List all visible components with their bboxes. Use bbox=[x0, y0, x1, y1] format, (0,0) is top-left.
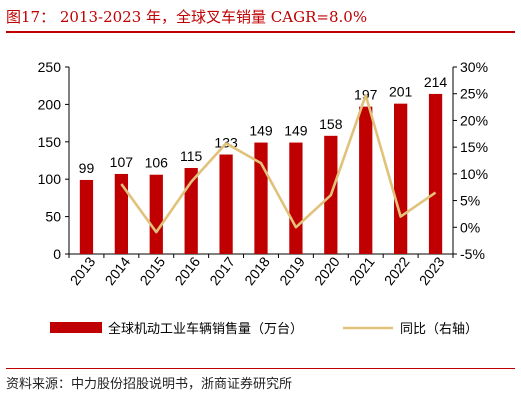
legend-line-label: 同比（右轴） bbox=[400, 321, 478, 336]
x-axis-tick-label: 2016 bbox=[171, 254, 203, 289]
title-divider bbox=[6, 31, 515, 33]
x-axis-tick-label: 2023 bbox=[416, 254, 448, 289]
legend-bar-swatch bbox=[50, 322, 102, 333]
bar bbox=[359, 106, 373, 254]
bar bbox=[149, 174, 163, 254]
x-axis-tick-label: 2014 bbox=[102, 254, 134, 289]
bar bbox=[219, 154, 233, 254]
bar bbox=[114, 173, 128, 254]
bar-value-label: 149 bbox=[284, 123, 308, 139]
bar bbox=[428, 93, 443, 254]
left-axis-tick-label: 50 bbox=[45, 209, 61, 225]
bar-value-label: 201 bbox=[389, 84, 413, 100]
bar-value-label: 115 bbox=[180, 148, 203, 164]
bar-value-label: 214 bbox=[424, 74, 448, 90]
bar bbox=[184, 167, 198, 254]
x-axis-tick-label: 2021 bbox=[346, 254, 378, 289]
x-axis-tick-label: 2018 bbox=[241, 254, 273, 289]
left-axis-tick-label: 0 bbox=[53, 246, 61, 262]
source-note: 资料来源：中力股份招股说明书，浙商证券研究所 bbox=[6, 377, 293, 392]
x-axis-tick-label: 2015 bbox=[136, 254, 168, 289]
bar-value-label: 149 bbox=[249, 123, 273, 139]
right-axis-tick-label: 15% bbox=[460, 139, 488, 155]
bar bbox=[79, 179, 94, 254]
x-axis-tick-label: 2013 bbox=[67, 254, 99, 289]
right-axis-tick-label: 0% bbox=[460, 219, 480, 235]
right-axis-tick-label: -5% bbox=[460, 246, 485, 262]
bar-value-label: 106 bbox=[145, 155, 169, 171]
right-axis-tick-label: 10% bbox=[460, 166, 488, 182]
x-axis-tick-label: 2020 bbox=[311, 254, 343, 289]
x-axis-tick-label: 2022 bbox=[381, 254, 413, 289]
right-axis-tick-label: 30% bbox=[460, 59, 488, 75]
right-axis-tick-label: 5% bbox=[460, 193, 480, 209]
bar-value-label: 99 bbox=[79, 160, 95, 176]
chart-svg: 0 50 100 150 200 250 -5% 0% 5% 10% 15% 20% 25% 30% 99 2… bbox=[38, 59, 488, 336]
x-axis-tick-label: 2019 bbox=[276, 254, 308, 289]
source-divider bbox=[6, 368, 515, 369]
left-axis-tick-label: 200 bbox=[38, 96, 62, 112]
chart-title: 图17： 2013-2023 年，全球叉车销量 CAGR=8.0% bbox=[6, 8, 368, 26]
bar-value-label: 158 bbox=[319, 116, 343, 132]
bar bbox=[394, 103, 408, 254]
legend-bar-label: 全球机动工业车辆销售量（万台） bbox=[108, 321, 303, 336]
bar-value-label: 107 bbox=[110, 154, 134, 170]
left-axis-tick-label: 100 bbox=[38, 171, 62, 187]
yoy-line bbox=[120, 94, 437, 234]
right-axis-tick-label: 20% bbox=[460, 112, 488, 128]
left-axis-tick-label: 150 bbox=[38, 134, 62, 150]
right-axis-tick-label: 25% bbox=[460, 86, 488, 102]
bar bbox=[289, 142, 303, 254]
left-axis-tick-label: 250 bbox=[38, 59, 62, 75]
x-axis-tick-label: 2017 bbox=[206, 254, 238, 289]
